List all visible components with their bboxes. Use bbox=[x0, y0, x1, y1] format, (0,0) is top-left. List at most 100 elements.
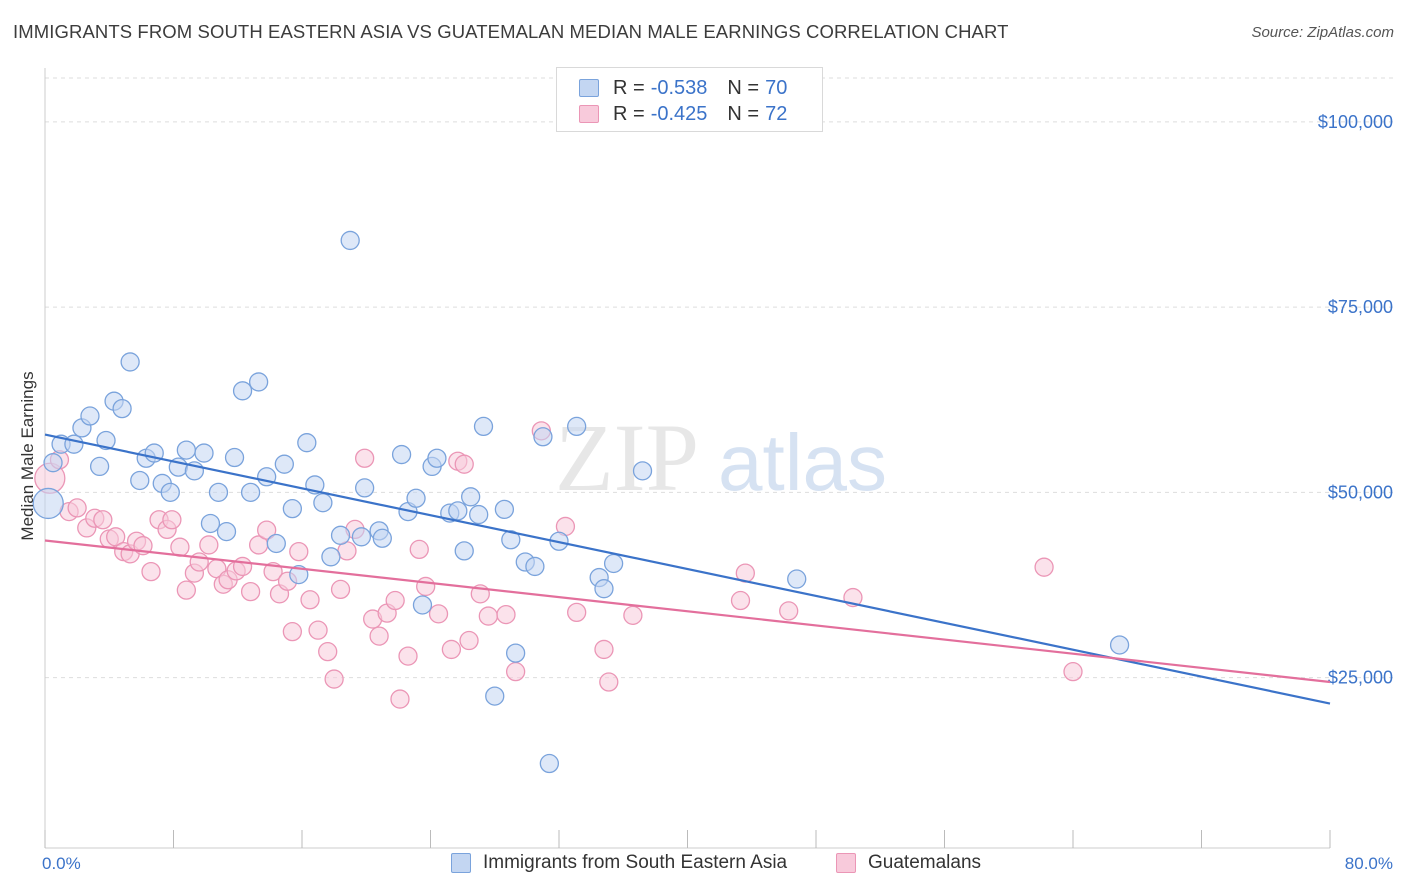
legend-label: Immigrants from South Eastern Asia bbox=[483, 852, 788, 873]
south-eastern-asia-point bbox=[461, 487, 481, 507]
guatemalans-point bbox=[67, 498, 87, 518]
guatemalans-point bbox=[459, 630, 479, 651]
south-eastern-asia-point bbox=[494, 499, 515, 520]
trend-lines bbox=[44, 433, 1331, 705]
guatemalans-point bbox=[282, 621, 303, 642]
y-tick-labels: $25,000 $50,000 $75,000 $100,000 bbox=[1318, 112, 1393, 688]
south-eastern-asia-point bbox=[208, 482, 229, 502]
guatemalans-point bbox=[93, 510, 113, 530]
guatemalans-point bbox=[390, 689, 410, 709]
guatemalans-point bbox=[330, 579, 351, 600]
guatemalans-point bbox=[318, 641, 338, 662]
guatemalans-point bbox=[496, 604, 516, 625]
south-eastern-asia-point bbox=[240, 482, 261, 502]
legend-r-value: -0.425 bbox=[650, 102, 708, 125]
south-eastern-asia-point bbox=[1109, 635, 1130, 655]
guatemalans-point bbox=[385, 590, 405, 611]
guatemalans-point bbox=[289, 541, 309, 562]
south-eastern-asia-point bbox=[80, 406, 100, 426]
guatemalans-point bbox=[240, 581, 261, 602]
source-note: Source: ZipAtlas.com bbox=[1251, 24, 1394, 41]
south-eastern-asia-point bbox=[248, 372, 269, 392]
legend-item-guatemalans: Guatemalans bbox=[836, 852, 981, 874]
south-eastern-asia-point bbox=[176, 440, 197, 460]
y-tick-label: $100,000 bbox=[1318, 112, 1393, 132]
guatemalans-point bbox=[354, 448, 375, 468]
guatemalans-point bbox=[454, 454, 474, 474]
south-eastern-asia-point bbox=[354, 478, 375, 498]
south-eastern-asia-point bbox=[525, 556, 545, 577]
south-eastern-asia-point bbox=[505, 643, 526, 663]
south-eastern-asia-point bbox=[274, 454, 294, 474]
south-eastern-asia-point bbox=[43, 453, 63, 473]
legend-r-value: -0.538 bbox=[650, 76, 708, 99]
south-eastern-asia-point bbox=[289, 564, 309, 585]
south-eastern-asia-point bbox=[120, 352, 140, 372]
guatemalans-point bbox=[232, 556, 253, 577]
correlation-legend: R = -0.538 N = 70 R = -0.425 N = 72 bbox=[556, 67, 823, 132]
south-eastern-asia-point bbox=[469, 504, 489, 525]
south-eastern-asia-point bbox=[787, 569, 807, 589]
legend-n-value: 70 bbox=[765, 76, 788, 99]
y-tick-label: $50,000 bbox=[1328, 482, 1393, 502]
guatemalans-point bbox=[170, 537, 190, 557]
guatemalans-point bbox=[428, 604, 449, 624]
guatemalans-point bbox=[300, 590, 320, 610]
guatemalans-point bbox=[730, 590, 751, 611]
south-eastern-asia-point bbox=[194, 443, 214, 463]
south-eastern-asia-point bbox=[603, 553, 624, 574]
legend-swatch-pink bbox=[836, 853, 856, 873]
guatemalans-point bbox=[623, 605, 643, 625]
south-eastern-asia-point bbox=[266, 533, 286, 554]
south-eastern-asia-point bbox=[594, 579, 614, 599]
south-eastern-asia-point bbox=[485, 686, 505, 706]
guatemalans-point bbox=[409, 539, 429, 560]
south-eastern-asia-point bbox=[321, 547, 341, 567]
guatemalans-point bbox=[176, 580, 197, 600]
south-eastern-asia-point bbox=[372, 528, 392, 548]
south-eastern-asia-point bbox=[351, 527, 372, 547]
south-eastern-asia-point bbox=[539, 753, 560, 774]
guatemalans-point bbox=[106, 527, 126, 547]
watermark-atlas: atlas bbox=[718, 418, 887, 507]
south-eastern-asia-point bbox=[130, 470, 150, 491]
guatemalans-point bbox=[441, 639, 462, 660]
south-eastern-asia-point bbox=[412, 595, 433, 615]
south-eastern-asia-point bbox=[96, 430, 116, 451]
y-tick-label: $25,000 bbox=[1328, 668, 1393, 688]
guatemalans-point bbox=[594, 639, 614, 660]
south-eastern-asia-point bbox=[282, 498, 303, 519]
guatemalans-point bbox=[478, 606, 498, 626]
guatemalans-point bbox=[162, 510, 182, 530]
south-eastern-asia-point bbox=[567, 416, 587, 437]
legend-n-label: N = bbox=[727, 102, 760, 125]
south-eastern-asia-point bbox=[112, 398, 132, 419]
guatemalans-point bbox=[505, 662, 526, 682]
legend-r-label: R = bbox=[613, 76, 645, 99]
legend-label: Guatemalans bbox=[868, 852, 982, 873]
south-eastern-asia-point bbox=[297, 433, 317, 453]
legend-r-label: R = bbox=[613, 102, 645, 125]
watermark: ZIP atlas bbox=[555, 404, 887, 511]
south-eastern-asia-point bbox=[313, 493, 333, 513]
guatemalans-point bbox=[599, 672, 619, 692]
legend-row-blue: R = -0.538 N = 70 bbox=[579, 77, 787, 99]
x-tick-label-max: 80.0% bbox=[1345, 854, 1393, 873]
legend-swatch-blue bbox=[451, 853, 471, 873]
south-eastern-asia-point bbox=[406, 488, 426, 508]
y-axis-label: Median Male Earnings bbox=[18, 371, 37, 540]
guatemalans-point bbox=[308, 620, 328, 640]
guatemalans-point bbox=[398, 646, 418, 666]
y-tick-label: $75,000 bbox=[1328, 297, 1393, 317]
guatemalans-point bbox=[369, 626, 389, 646]
south-eastern-asia-point bbox=[448, 501, 468, 521]
south-eastern-asia-point bbox=[427, 448, 447, 468]
south-eastern-asia-point bbox=[533, 427, 553, 447]
guatemalans-trend-line bbox=[44, 539, 1331, 684]
south-eastern-asia-point bbox=[473, 416, 494, 437]
guatemalans-point bbox=[199, 535, 219, 555]
guatemalans-point bbox=[416, 576, 436, 597]
guatemalans-point bbox=[1034, 557, 1054, 577]
chart-title: IMMIGRANTS FROM SOUTH EASTERN ASIA VS GU… bbox=[13, 21, 1009, 42]
